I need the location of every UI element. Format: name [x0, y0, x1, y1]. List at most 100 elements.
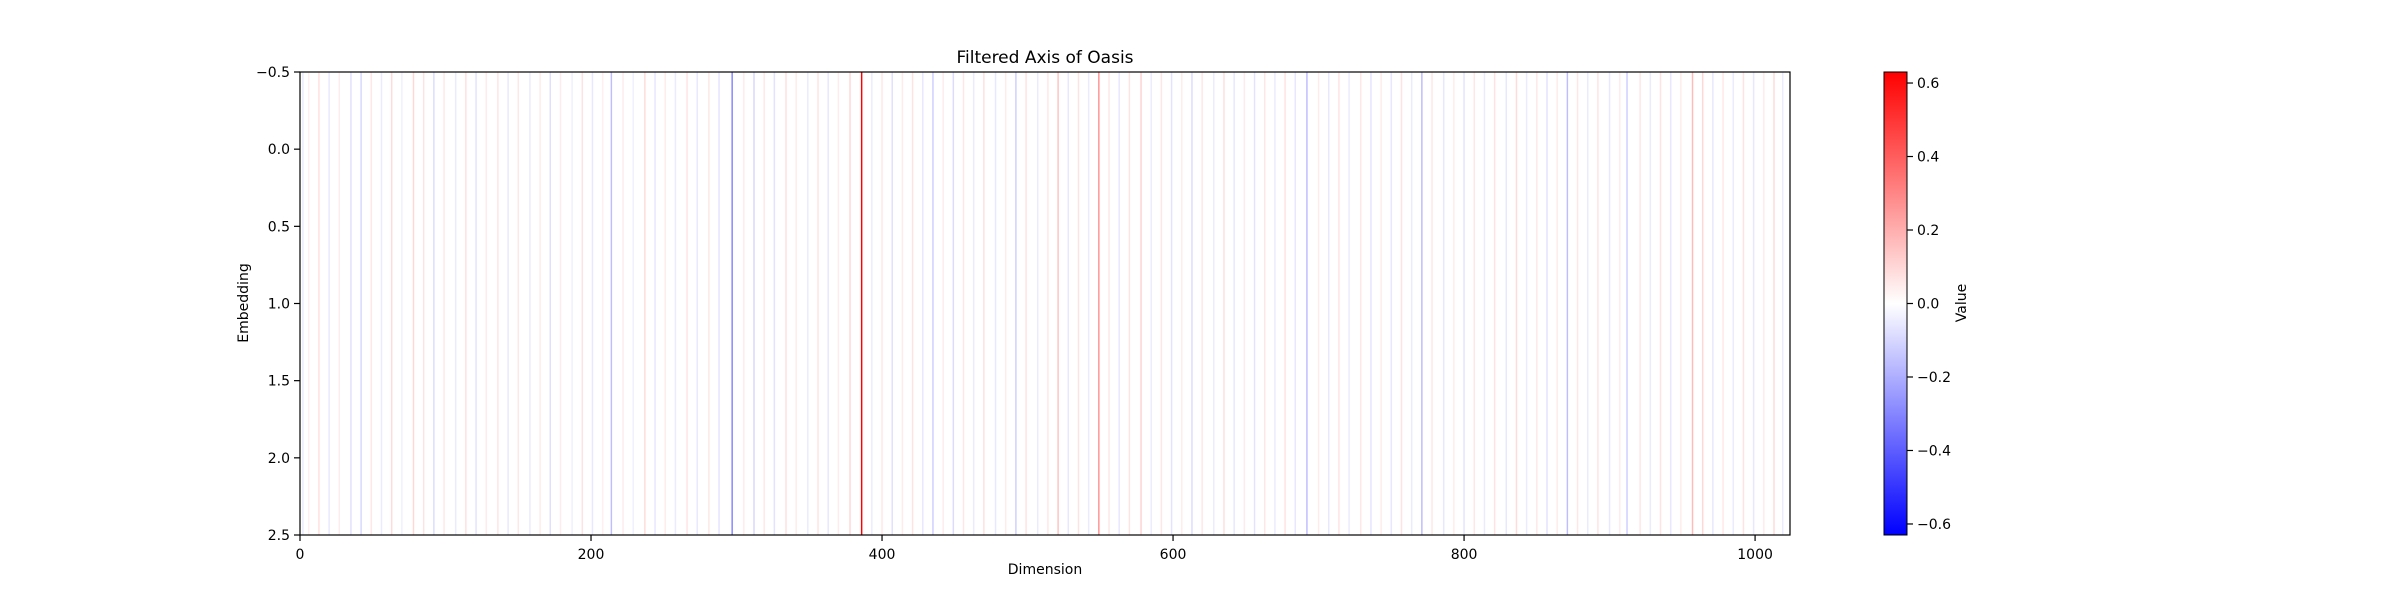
heatmap-column	[1400, 72, 1403, 535]
heatmap-column	[922, 72, 924, 535]
heatmap-column	[1619, 72, 1621, 535]
heatmap-column	[1328, 72, 1330, 535]
heatmap-column	[731, 72, 733, 535]
heatmap-column	[497, 72, 499, 535]
heatmap-column	[1223, 72, 1225, 535]
heatmap-column	[1390, 72, 1393, 535]
heatmap-column	[360, 72, 362, 535]
heatmap-column	[743, 72, 745, 535]
heatmap-column	[718, 72, 720, 535]
heatmap-column	[1077, 72, 1080, 535]
heatmap-column	[328, 72, 330, 535]
heatmap-column	[1473, 72, 1475, 535]
heatmap-column	[860, 72, 863, 535]
heatmap-column	[591, 72, 594, 535]
heatmap-column	[308, 72, 310, 535]
heatmap-column	[412, 72, 415, 535]
colorbar-tick-label: 0.6	[1917, 76, 1939, 92]
heatmap-column	[1370, 72, 1372, 535]
x-tick-label: 400	[869, 547, 896, 563]
heatmap-column	[454, 72, 457, 535]
heatmap-column	[1587, 72, 1589, 535]
colorbar-tick-label: −0.6	[1917, 517, 1951, 533]
heatmap-column	[622, 72, 624, 535]
heatmap-column	[338, 72, 341, 535]
heatmap-column	[559, 72, 562, 535]
heatmap-column	[1483, 72, 1486, 535]
heatmap-column	[571, 72, 573, 535]
y-tick-label: 0.0	[268, 142, 290, 158]
heatmap-column	[1213, 72, 1215, 535]
heatmap-column	[1057, 72, 1059, 535]
heatmap-column	[465, 72, 467, 535]
heatmap-column	[1505, 72, 1507, 535]
heatmap-column	[1566, 72, 1569, 535]
heatmap-column	[1150, 72, 1152, 535]
heatmap-column	[1306, 72, 1308, 535]
heatmap-column	[932, 72, 934, 535]
heatmap-column	[401, 72, 403, 535]
heatmap-column	[1525, 72, 1528, 535]
heatmap-column	[972, 72, 975, 535]
heatmap-column	[1626, 72, 1628, 535]
y-tick-label: 1.0	[268, 297, 290, 313]
heatmap-column	[1067, 72, 1070, 535]
x-tick-label: 200	[578, 547, 605, 563]
heatmap-column	[601, 72, 604, 535]
heatmap-column	[350, 72, 352, 535]
heatmap-column	[507, 72, 509, 535]
heatmap-column	[1348, 72, 1350, 535]
heatmap-column	[1098, 72, 1100, 535]
heatmap-column	[1380, 72, 1382, 535]
y-axis: −0.5 0.0 0.5 1.0 1.5 2.0 2.5	[256, 65, 300, 544]
heatmap-column	[881, 72, 883, 535]
heatmap-column	[785, 72, 787, 535]
heatmap-column	[1493, 72, 1496, 535]
heatmap-column	[994, 72, 997, 535]
heatmap-column	[708, 72, 710, 535]
x-axis-label: Dimension	[1008, 562, 1082, 578]
heatmap-column	[443, 72, 445, 535]
y-axis-label: Embedding	[236, 263, 252, 342]
x-tick-label: 800	[1451, 547, 1478, 563]
heatmap-column	[686, 72, 688, 535]
heatmap-column	[1181, 72, 1183, 535]
heatmap-column	[1576, 72, 1579, 535]
heatmap-column	[795, 72, 797, 535]
heatmap-column	[1649, 72, 1652, 535]
x-tick-label: 1000	[1737, 547, 1773, 563]
x-axis: 0 200 400 600 800 1000	[296, 535, 1773, 563]
heatmap-column	[632, 72, 634, 535]
heatmap-column	[1669, 72, 1672, 535]
colorbar	[1883, 71, 1908, 536]
heatmap-column	[1732, 72, 1734, 535]
colorbar-axis: −0.6 −0.4 −0.2 0.0 0.2 0.4 0.6	[1907, 76, 1951, 533]
heatmap-column	[517, 72, 519, 535]
heatmap-column	[1360, 72, 1362, 535]
heatmap-column	[485, 72, 487, 535]
heatmap-column	[664, 72, 666, 535]
heatmap-column	[302, 72, 304, 535]
heatmap-column	[827, 72, 829, 535]
y-tick-label: 2.5	[268, 528, 290, 544]
y-tick-label: 1.5	[268, 374, 290, 390]
heatmap-column	[1515, 72, 1518, 535]
heatmap-column	[1421, 72, 1423, 535]
heatmap-column	[1201, 72, 1203, 535]
heatmap-column	[763, 72, 765, 535]
heatmap-column	[1442, 72, 1445, 535]
heatmap-column	[1263, 72, 1266, 535]
colorbar-label: Value	[1954, 284, 1970, 322]
heatmap-column	[962, 72, 965, 535]
heatmap-column	[370, 72, 373, 535]
heatmap-column	[529, 72, 531, 535]
heatmap-column	[539, 72, 541, 535]
colorbar-tick-label: 0.0	[1917, 297, 1939, 313]
heatmap-column	[901, 72, 904, 535]
heatmap-column	[983, 72, 985, 535]
heatmap-column	[1763, 72, 1765, 535]
heatmap-column	[1317, 72, 1320, 535]
heatmap-column	[644, 72, 646, 535]
heatmap-column	[1742, 72, 1745, 535]
heatmap-column	[1712, 72, 1714, 535]
